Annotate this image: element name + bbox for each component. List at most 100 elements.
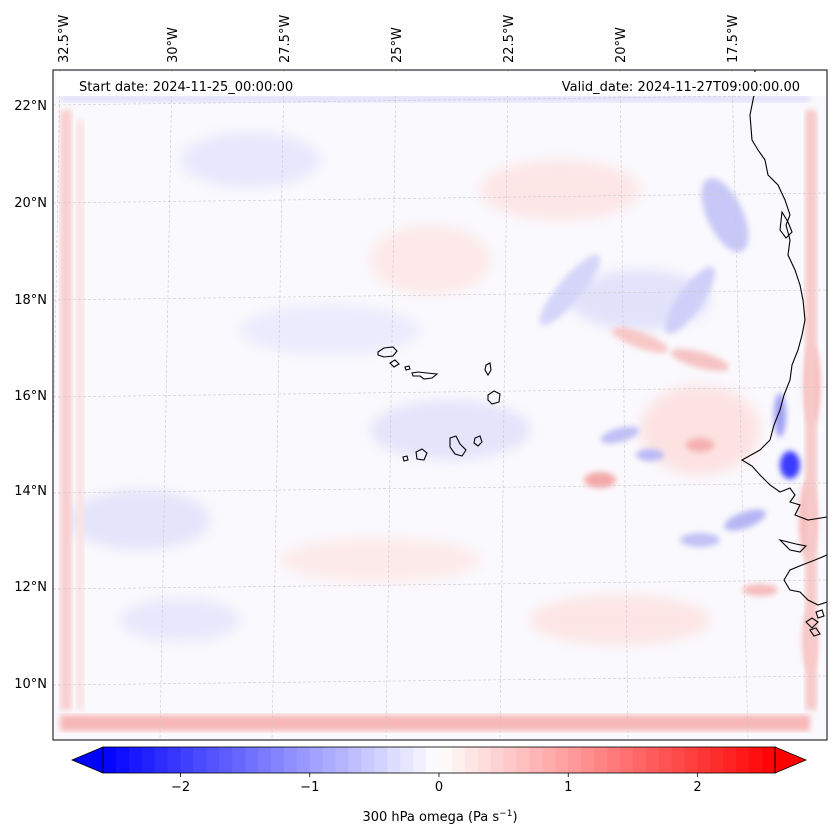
colorbar-segment <box>632 747 647 773</box>
start-date-label: Start date: 2024-11-25_00:00:00 <box>79 80 293 95</box>
colorbar-segment <box>206 747 220 773</box>
colorbar-ticks: −2 −1 0 1 2 <box>171 773 702 795</box>
header-strip <box>56 72 826 96</box>
colorbar-segment <box>671 747 686 773</box>
colorbar-segment <box>180 747 194 773</box>
colorbar-label: 300 hPa omega (Pa s−1) <box>362 809 517 825</box>
lon-label-25W: 25°W <box>390 27 405 63</box>
lat-label-18N: 18°N <box>14 293 47 308</box>
lat-label-20N: 20°N <box>14 196 47 211</box>
colorbar-segment <box>477 747 492 773</box>
colorbar-segment <box>258 747 272 773</box>
gridlines <box>53 70 827 740</box>
colorbar-segment <box>529 747 543 773</box>
colorbar-segment <box>619 747 634 773</box>
colorbar-segment <box>710 747 724 773</box>
colorbar-tick-label: 0 <box>435 780 443 795</box>
omega-field <box>60 96 820 731</box>
colorbar-segment <box>451 747 466 773</box>
lon-label-27-5W: 27.5°W <box>278 15 293 63</box>
colorbar-segment <box>348 747 362 773</box>
colorbar-segment <box>439 747 453 773</box>
island-santo-antao <box>377 346 398 358</box>
coastlines <box>377 70 827 637</box>
guinea-bissau-coast <box>783 554 827 606</box>
colorbar-segment <box>154 747 169 773</box>
colorbar-tick-label: −2 <box>171 780 190 795</box>
colorbar-segment <box>762 747 776 773</box>
island-santa-luzia <box>404 365 411 371</box>
africa-coastline <box>740 70 827 521</box>
colorbar-segment <box>736 747 750 773</box>
colorbar-segment <box>684 747 698 773</box>
colorbar-segment <box>426 747 440 773</box>
longitude-labels: 32.5°W 30°W 27.5°W 25°W 22.5°W 20°W 17.5… <box>57 15 741 63</box>
colorbar-segment <box>749 747 763 773</box>
lat-label-22N: 22°N <box>14 99 47 114</box>
colorbar-segment <box>115 747 130 773</box>
gridline-lat-20 <box>53 192 827 204</box>
colorbar-segment <box>503 747 518 773</box>
gridline-lon-20 <box>619 70 629 740</box>
colorbar-segments <box>103 747 776 773</box>
lon-label-17-5W: 17.5°W <box>726 15 741 63</box>
island-sal <box>484 362 492 377</box>
gridline-lat-22 <box>53 94 827 106</box>
colorbar-segment <box>283 747 298 773</box>
colorbar-extend-low <box>70 746 104 774</box>
colorbar-segment <box>296 747 311 773</box>
colorbar-segment <box>568 747 582 773</box>
gridline-lat-10 <box>53 675 827 686</box>
colorbar-segment <box>387 747 401 773</box>
lat-label-14N: 14°N <box>14 484 47 499</box>
colorbar-segment <box>335 747 350 773</box>
colorbar-segment <box>219 747 233 773</box>
gridline-lon-22-5 <box>499 70 509 740</box>
omega-boundary-frame <box>60 96 817 731</box>
lon-label-32-5W: 32.5°W <box>57 15 72 63</box>
island-sao-vicente <box>389 359 400 368</box>
lat-label-12N: 12°N <box>14 580 47 595</box>
colorbar-segment <box>128 747 143 773</box>
colorbar-segment <box>464 747 479 773</box>
lon-label-22-5W: 22.5°W <box>502 15 517 63</box>
colorbar-segment <box>581 747 595 773</box>
colorbar-segment <box>542 747 556 773</box>
lat-label-10N: 10°N <box>14 677 47 692</box>
colorbar-segment <box>193 747 207 773</box>
colorbar-segment <box>645 747 660 773</box>
coast-estuary <box>778 538 808 553</box>
lat-label-16N: 16°N <box>14 389 47 404</box>
gridline-lon-25 <box>385 70 397 740</box>
colorbar-tick-label: 2 <box>693 780 701 795</box>
gridline-lon-27-5 <box>271 70 285 740</box>
island-fogo <box>415 448 428 461</box>
colorbar-segment <box>374 747 388 773</box>
gridline-lat-14 <box>53 482 827 494</box>
colorbar-segment <box>490 747 505 773</box>
colorbar-segment <box>697 747 711 773</box>
map-panel: Start date: 2024-11-25_00:00:00 Valid_da… <box>52 69 828 741</box>
gridline-lat-12 <box>53 579 827 590</box>
island-brava <box>402 455 409 462</box>
colorbar-tick-label: 1 <box>564 780 572 795</box>
island-santiago <box>449 435 467 457</box>
bijagos-islands <box>805 609 825 637</box>
gridline-lat-16 <box>53 386 827 398</box>
colorbar-segment <box>361 747 375 773</box>
lon-label-30W: 30°W <box>166 27 181 63</box>
colorbar-segment <box>594 747 608 773</box>
colorbar: −2 −1 0 1 2 300 hPa omega (Pa s−1) <box>70 746 808 825</box>
colorbar-segment <box>103 747 117 773</box>
colorbar-segment <box>271 747 285 773</box>
valid-date-label: Valid_date: 2024-11-27T09:00:00.00 <box>562 80 800 95</box>
colorbar-segment <box>723 747 737 773</box>
lon-label-20W: 20°W <box>614 27 629 63</box>
gridline-lon-17-5 <box>731 70 749 740</box>
colorbar-segment <box>516 747 530 773</box>
colorbar-segment <box>232 747 246 773</box>
gridline-lon-30 <box>159 70 173 740</box>
colorbar-segment <box>413 747 427 773</box>
colorbar-tick-label: −1 <box>300 780 319 795</box>
